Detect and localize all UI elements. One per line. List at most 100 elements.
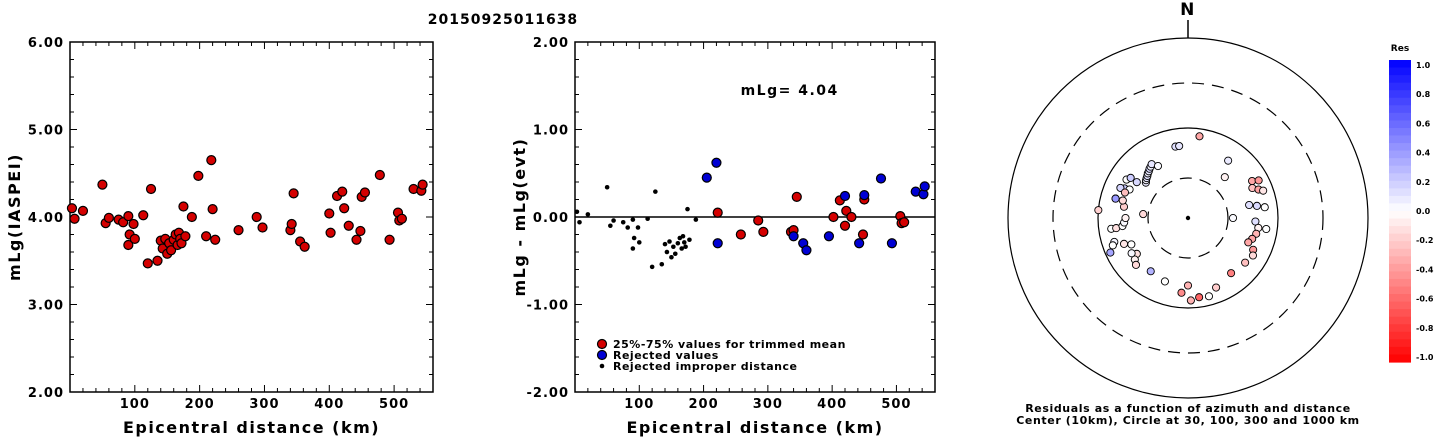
data-point-improper — [662, 241, 668, 247]
data-point — [97, 179, 108, 190]
azimuth-residual-polar-panel: N Residuals as a function of azimuth and … — [1007, 0, 1369, 427]
data-point-improper — [653, 189, 658, 194]
data-point — [69, 213, 80, 224]
y-axis-label: mLg - mLg(evt) — [510, 138, 529, 297]
data-point-improper — [667, 239, 672, 244]
data-point — [103, 212, 114, 223]
colorbar-segment — [1389, 150, 1411, 159]
station-residual-marker — [1241, 258, 1250, 267]
data-point — [712, 207, 723, 218]
colorbar-segment — [1389, 67, 1411, 76]
colorbar-segment — [1389, 226, 1411, 235]
legend-marker — [596, 349, 608, 361]
colorbar-segment — [1389, 143, 1411, 152]
data-point-improper — [675, 240, 681, 246]
y-tick-label: 0.00 — [533, 211, 569, 226]
colorbar-segment — [1389, 301, 1411, 310]
data-point-improper — [585, 212, 591, 217]
colorbar-title: Res — [1391, 44, 1409, 54]
station-residual-marker — [1204, 292, 1214, 301]
data-point — [286, 218, 297, 230]
colorbar-segment — [1389, 120, 1411, 129]
data-point — [839, 190, 851, 202]
station-residual-marker — [1183, 281, 1193, 290]
data-point — [337, 186, 348, 197]
ring-100km — [1097, 127, 1279, 309]
data-point — [343, 220, 354, 231]
colorbar-segment — [1389, 180, 1411, 189]
data-point-improper — [681, 240, 687, 245]
data-point — [758, 226, 769, 237]
colorbar-segment — [1389, 324, 1411, 333]
data-point-improper — [574, 209, 580, 215]
colorbar-segment — [1389, 218, 1411, 227]
data-point — [201, 231, 212, 242]
colorbar-segment — [1389, 263, 1411, 272]
station-residual-marker — [1195, 293, 1204, 302]
data-point — [325, 227, 336, 238]
data-point — [123, 239, 134, 251]
data-point — [899, 217, 910, 228]
data-point-improper — [636, 240, 642, 245]
data-point — [324, 208, 335, 219]
data-point — [753, 215, 764, 226]
y-tick-label: 4.00 — [28, 211, 64, 226]
legend-label: Rejected values — [613, 349, 719, 362]
station-residual-marker — [1127, 240, 1136, 249]
station-residual-marker — [1252, 201, 1261, 210]
colorbar-tick-label: 1.0 — [1416, 61, 1431, 70]
data-point — [828, 211, 839, 223]
data-point — [210, 234, 221, 245]
data-point-improper — [693, 217, 699, 222]
data-point — [854, 238, 865, 249]
colorbar-segment — [1389, 195, 1411, 205]
colorbar-tick-label: -1.0 — [1416, 353, 1434, 362]
y-tick-label: 6.00 — [28, 36, 64, 51]
data-point — [857, 229, 869, 240]
x-tick-label: 500 — [379, 397, 409, 412]
x-tick-label: 300 — [753, 397, 783, 412]
data-point-improper — [608, 223, 613, 229]
colorbar-segment — [1389, 127, 1411, 137]
data-point-improper — [664, 249, 670, 255]
station-residual-marker — [1228, 213, 1238, 223]
legend-marker — [596, 338, 608, 350]
station-residual-marker — [1106, 248, 1115, 257]
residual-vs-distance-panel: 100 200 300 400 500 -2.00 -1.00 0.00 1.00 2.00 Epi… — [510, 36, 936, 437]
y-tick-label: 3.00 — [28, 299, 64, 314]
colorbar-segment — [1389, 309, 1411, 318]
data-point — [919, 181, 930, 192]
colorbar-segment — [1389, 331, 1411, 340]
data-point — [66, 203, 78, 214]
colorbar-segment — [1389, 60, 1411, 69]
y-tick-label: 5.00 — [28, 124, 64, 139]
station-residual-marker — [1262, 224, 1271, 234]
data-point — [351, 234, 362, 245]
station-residual-marker — [1175, 141, 1184, 151]
data-point — [145, 183, 157, 195]
data-point-improper — [687, 237, 692, 243]
polar-caption-line2: Center (10km), Circle at 30, 100, 300 an… — [1016, 414, 1360, 427]
colorbar-segment — [1389, 75, 1411, 84]
data-point-improper — [659, 261, 665, 267]
data-point-improper — [630, 217, 636, 222]
colorbar-segment — [1389, 97, 1411, 106]
data-point-improper — [669, 254, 674, 260]
station-residual-marker — [1118, 196, 1127, 205]
station-residual-marker — [1139, 210, 1148, 219]
legend-label: 25%-75% values for trimmed mean — [613, 338, 846, 351]
x-tick-label: 400 — [314, 397, 344, 412]
x-tick-label: 100 — [120, 397, 150, 412]
colorbar-segment — [1389, 241, 1411, 250]
data-point-improper — [630, 246, 636, 251]
station-residual-marker — [1131, 260, 1141, 269]
station-residual-marker — [1186, 296, 1195, 305]
data-point — [701, 172, 712, 183]
data-point — [251, 211, 262, 223]
colorbar-segment — [1389, 271, 1411, 280]
data-point-improper — [683, 244, 688, 250]
station-residual-marker — [1220, 173, 1229, 182]
data-point — [142, 258, 153, 269]
station-residual-marker — [1248, 251, 1258, 260]
data-point — [180, 231, 191, 242]
